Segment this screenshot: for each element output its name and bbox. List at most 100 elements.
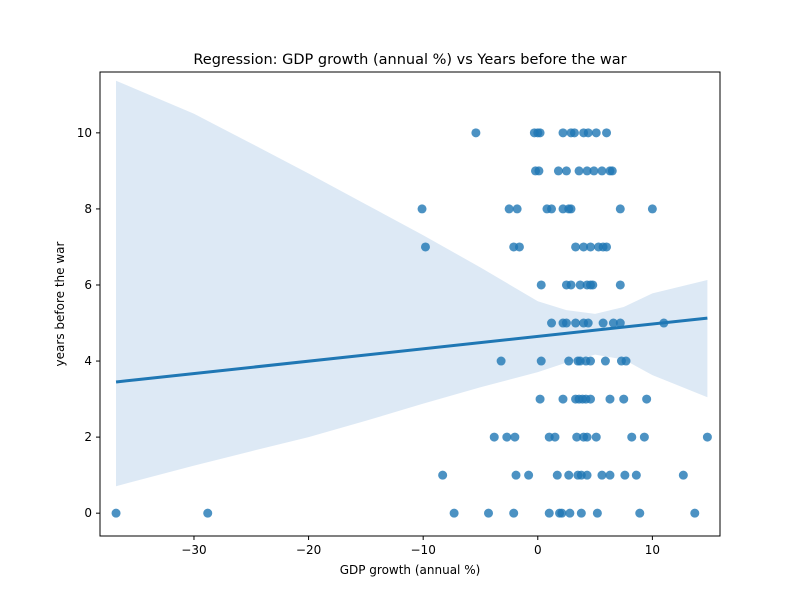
- axes-frame: [99, 71, 721, 537]
- data-point: [561, 166, 571, 176]
- data-point: [420, 242, 430, 252]
- data-point: [690, 508, 700, 518]
- data-point: [544, 508, 554, 518]
- y-tick-label: 4: [84, 354, 92, 368]
- data-point: [678, 470, 688, 480]
- data-point: [597, 166, 607, 176]
- data-point: [589, 166, 599, 176]
- data-point: [564, 470, 574, 480]
- data-point: [449, 508, 459, 518]
- data-point: [575, 280, 585, 290]
- x-tick-label: 0: [534, 543, 542, 557]
- data-point: [566, 204, 576, 214]
- y-tick-label: 6: [84, 278, 92, 292]
- data-point: [605, 394, 615, 404]
- data-point: [620, 470, 630, 480]
- plot-area: [111, 80, 712, 518]
- data-point: [602, 128, 612, 138]
- data-point: [585, 356, 595, 366]
- data-point: [484, 508, 494, 518]
- data-point: [631, 470, 641, 480]
- confidence-band: [116, 80, 708, 487]
- data-point: [511, 470, 521, 480]
- data-point: [552, 470, 562, 480]
- data-point: [597, 470, 607, 480]
- data-point: [565, 508, 575, 518]
- x-axis-label: GDP growth (annual %): [340, 563, 481, 577]
- data-point: [572, 432, 582, 442]
- data-point: [471, 128, 481, 138]
- data-point: [558, 128, 568, 138]
- y-axis-label: years before the war: [53, 241, 67, 366]
- data-point: [550, 432, 560, 442]
- data-point: [598, 318, 608, 328]
- regression-line: [115, 316, 708, 384]
- data-point: [496, 356, 506, 366]
- data-point: [510, 432, 520, 442]
- data-point: [547, 318, 557, 328]
- data-point: [592, 508, 602, 518]
- data-point: [512, 204, 522, 214]
- data-point: [583, 318, 593, 328]
- x-axis-ticks: −30 −20 −10 0 10: [181, 536, 660, 557]
- data-point: [615, 204, 625, 214]
- data-point: [615, 280, 625, 290]
- data-point: [111, 508, 121, 518]
- data-point: [702, 432, 712, 442]
- data-point: [534, 166, 544, 176]
- data-point: [509, 508, 519, 518]
- data-point: [574, 166, 584, 176]
- data-point: [621, 356, 631, 366]
- data-point: [557, 508, 567, 518]
- data-point: [591, 128, 601, 138]
- data-point: [627, 432, 637, 442]
- x-tick-label: −20: [296, 543, 321, 557]
- y-tick-label: 10: [77, 126, 92, 140]
- y-tick-label: 8: [84, 202, 92, 216]
- y-tick-label: 2: [84, 430, 92, 444]
- scatter-points: [111, 128, 712, 518]
- data-point: [619, 394, 629, 404]
- data-point: [553, 166, 563, 176]
- data-point: [579, 242, 589, 252]
- data-point: [615, 318, 625, 328]
- data-point: [571, 318, 581, 328]
- data-point: [566, 280, 576, 290]
- data-point: [591, 432, 601, 442]
- x-tick-label: 10: [645, 543, 660, 557]
- data-point: [524, 470, 534, 480]
- data-point: [514, 242, 524, 252]
- data-point: [659, 318, 669, 328]
- data-point: [558, 394, 568, 404]
- data-point: [536, 356, 546, 366]
- y-tick-label: 0: [84, 506, 92, 520]
- data-point: [608, 318, 618, 328]
- data-point: [536, 280, 546, 290]
- data-point: [642, 394, 652, 404]
- data-point: [582, 166, 592, 176]
- data-point: [605, 470, 615, 480]
- data-point: [585, 242, 595, 252]
- data-point: [576, 508, 586, 518]
- data-point: [564, 356, 574, 366]
- data-point: [535, 128, 545, 138]
- chart-title: Regression: GDP growth (annual %) vs Yea…: [193, 52, 626, 68]
- data-point: [600, 356, 610, 366]
- x-tick-label: −30: [181, 543, 206, 557]
- x-tick-label: −10: [411, 543, 436, 557]
- data-point: [504, 204, 514, 214]
- data-point: [602, 242, 612, 252]
- data-point: [635, 508, 645, 518]
- data-point: [583, 128, 593, 138]
- data-point: [588, 280, 598, 290]
- data-point: [571, 242, 581, 252]
- data-point: [607, 166, 617, 176]
- data-point: [502, 432, 512, 442]
- data-point: [569, 128, 579, 138]
- data-point: [535, 394, 545, 404]
- y-axis-ticks: 0 2 4 6 8 10: [77, 126, 100, 520]
- data-point: [585, 394, 595, 404]
- data-point: [582, 432, 592, 442]
- data-point: [438, 470, 448, 480]
